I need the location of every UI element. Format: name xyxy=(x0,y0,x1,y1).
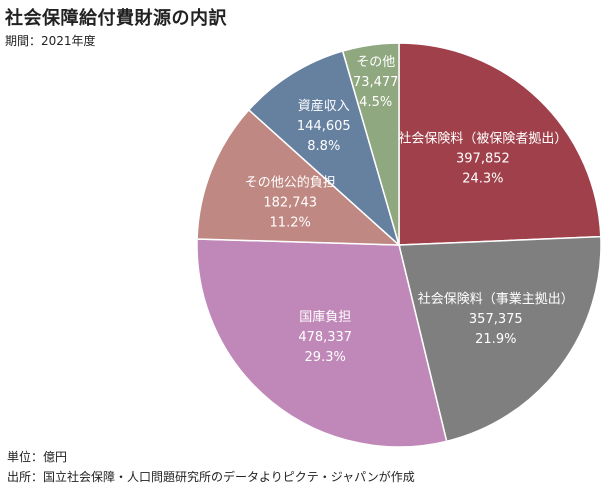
slice-other-public xyxy=(196,108,402,246)
slice-percent-label: 4.5% xyxy=(359,95,392,110)
slice-value-label: 182,743 xyxy=(263,195,317,210)
slice-label: その他 xyxy=(356,55,395,70)
slice-value-label: 397,852 xyxy=(456,152,510,167)
slice-asset-income xyxy=(247,50,401,248)
slice-value-label: 478,337 xyxy=(298,330,352,345)
slice-percent-label: 24.3% xyxy=(462,172,503,187)
slice-value-label: 144,605 xyxy=(297,119,351,134)
slice-label: 資産収入 xyxy=(298,98,350,114)
slice-employee-contribution xyxy=(398,42,602,246)
unit-label: 単位：億円 xyxy=(7,450,68,464)
slice-other xyxy=(341,42,400,246)
slice-label: 社会保険料（被保険者拠出） xyxy=(398,131,567,147)
chart-title: 社会保障給付費財源の内訳 xyxy=(5,8,227,29)
source-note: 出所：国立社会保障・人口問題研究所のデータよりピクテ・ジャパンが作成 xyxy=(7,470,415,484)
period-label: 期間：2021年度 xyxy=(5,34,96,48)
slice-label: 社会保険料（事業主拠出） xyxy=(418,291,574,307)
slice-percent-label: 21.9% xyxy=(475,332,516,347)
slice-percent-label: 11.2% xyxy=(270,215,311,230)
slice-label: その他公的負担 xyxy=(245,174,336,190)
slice-percent-label: 8.8% xyxy=(307,139,340,154)
slice-employer-contribution xyxy=(398,235,602,443)
slice-label: 国庫負担 xyxy=(299,310,351,325)
slice-value-label: 357,375 xyxy=(469,312,523,327)
slice-value-label: 73,477 xyxy=(353,75,399,90)
slice-percent-label: 29.3% xyxy=(305,350,346,365)
slice-national-treasury xyxy=(196,238,448,448)
